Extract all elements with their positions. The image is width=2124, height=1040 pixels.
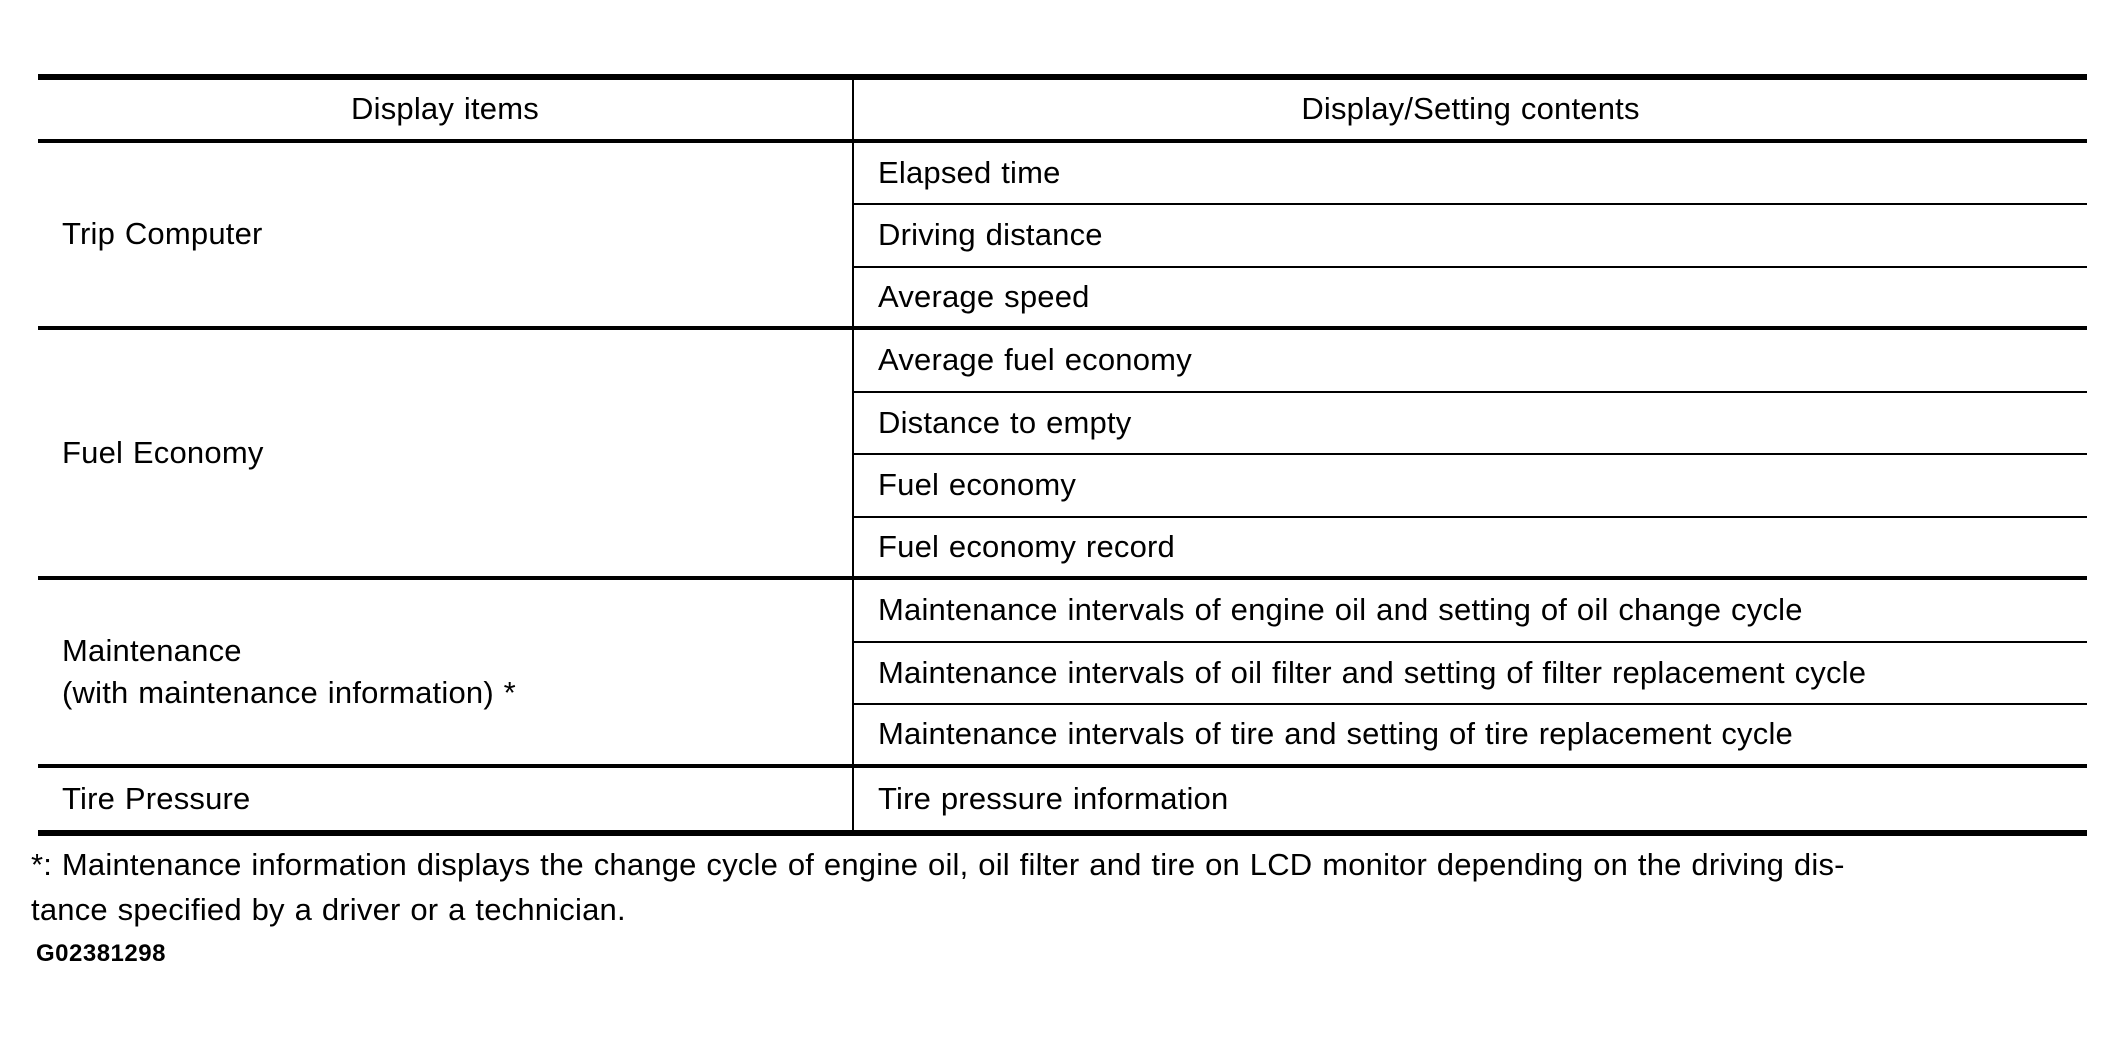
- display-settings-table: Display items Display/Setting contents T…: [38, 74, 2087, 836]
- item-cell-fuel-economy: Fuel Economy: [38, 330, 854, 580]
- content-cell-maintenance-engine-oil: Maintenance intervals of engine oil and …: [854, 580, 2087, 643]
- content-cell-distance-to-empty: Distance to empty: [854, 393, 2087, 455]
- column-header-display-items: Display items: [38, 80, 854, 143]
- maintenance-label-line-1: Maintenance: [62, 632, 242, 668]
- item-cell-tire-pressure: Tire Pressure: [38, 767, 854, 830]
- item-cell-trip-computer: Trip Computer: [38, 142, 854, 330]
- footnote-line-2: tance specified by a driver or a technic…: [31, 892, 626, 927]
- footnote: *: Maintenance information displays the …: [31, 842, 2117, 932]
- maintenance-label: Maintenance (with maintenance informatio…: [62, 630, 516, 714]
- column-header-display-setting-contents: Display/Setting contents: [854, 80, 2087, 143]
- figure-code: G02381298: [36, 940, 166, 967]
- content-cell-average-speed: Average speed: [854, 268, 2087, 330]
- footnote-line-1: *: Maintenance information displays the …: [31, 847, 1845, 882]
- content-cell-elapsed-time: Elapsed time: [854, 143, 2087, 205]
- content-cell-driving-distance: Driving distance: [854, 205, 2087, 268]
- content-cell-tire-pressure-information: Tire pressure information: [878, 780, 1229, 816]
- content-cell-average-fuel-economy: Average fuel economy: [854, 330, 2087, 393]
- content-cell-maintenance-oil-filter: Maintenance intervals of oil filter and …: [854, 643, 2087, 705]
- content-cell-fuel-economy-record: Fuel economy record: [854, 518, 2087, 580]
- item-cell-maintenance: Maintenance (with maintenance informatio…: [38, 580, 854, 768]
- maintenance-label-line-2: (with maintenance information) *: [62, 674, 516, 710]
- content-cell-fuel-economy: Fuel economy: [854, 455, 2087, 518]
- content-cell-maintenance-tire: Maintenance intervals of tire and settin…: [854, 705, 2087, 768]
